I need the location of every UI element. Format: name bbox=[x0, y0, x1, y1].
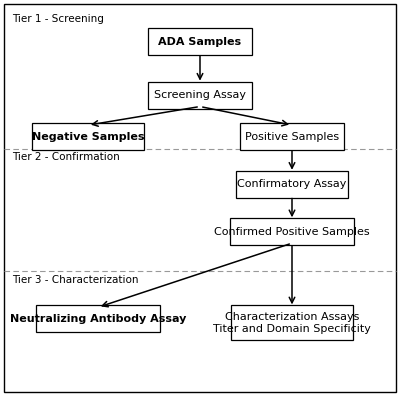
FancyBboxPatch shape bbox=[240, 123, 344, 150]
Text: Confirmed Positive Samples: Confirmed Positive Samples bbox=[214, 227, 370, 237]
FancyBboxPatch shape bbox=[148, 28, 252, 55]
FancyBboxPatch shape bbox=[32, 123, 144, 150]
Text: Neutralizing Antibody Assay: Neutralizing Antibody Assay bbox=[10, 314, 186, 324]
Text: Negative Samples: Negative Samples bbox=[32, 131, 144, 142]
Text: Tier 1 - Screening: Tier 1 - Screening bbox=[12, 14, 104, 24]
FancyBboxPatch shape bbox=[36, 305, 160, 332]
Text: Screening Assay: Screening Assay bbox=[154, 90, 246, 100]
Text: Tier 3 - Characterization: Tier 3 - Characterization bbox=[12, 275, 138, 285]
Text: Characterization Assays
Titer and Domain Specificity: Characterization Assays Titer and Domain… bbox=[213, 312, 371, 333]
Text: Positive Samples: Positive Samples bbox=[245, 131, 339, 142]
FancyBboxPatch shape bbox=[230, 218, 354, 245]
Text: Confirmatory Assay: Confirmatory Assay bbox=[237, 179, 347, 189]
Text: ADA Samples: ADA Samples bbox=[158, 36, 242, 47]
FancyBboxPatch shape bbox=[236, 171, 348, 198]
FancyBboxPatch shape bbox=[231, 305, 353, 340]
Text: Tier 2 - Confirmation: Tier 2 - Confirmation bbox=[12, 152, 120, 162]
FancyBboxPatch shape bbox=[148, 82, 252, 109]
